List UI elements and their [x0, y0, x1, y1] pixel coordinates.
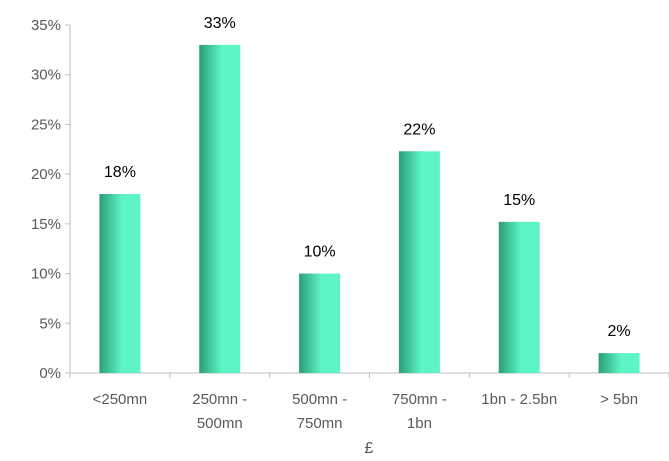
- x-tick-label: 1bn - 2.5bn: [481, 391, 557, 408]
- bar: [99, 194, 141, 373]
- y-tick-label: 25%: [31, 116, 61, 133]
- data-labels: 18% 33% 10% 22% 15% 2%: [104, 15, 631, 340]
- x-tick-label: <250mn: [93, 391, 148, 408]
- y-tick-label: 15%: [31, 216, 61, 233]
- y-tick-label: 30%: [31, 67, 61, 84]
- bar: [199, 44, 241, 374]
- bar: [498, 221, 540, 373]
- data-label: 2%: [608, 323, 631, 340]
- x-tick-label: 500mn -750mn: [292, 391, 347, 432]
- bar: [598, 353, 640, 373]
- x-tick-label: > 5bn: [600, 391, 638, 408]
- y-tick-label: 5%: [39, 315, 61, 332]
- x-tick-label: 250mn -500mn: [192, 391, 247, 432]
- x-axis: <250mn 250mn -500mn 500mn -750mn 750mn -1bn…: [69, 372, 669, 432]
- data-label: 15%: [503, 192, 535, 209]
- data-label: 33%: [204, 15, 236, 32]
- y-tick-label: 10%: [31, 266, 61, 283]
- bars: [99, 44, 640, 374]
- y-axis: 0% 5% 10% 15% 20% 25% 30% 35%: [31, 17, 71, 382]
- bar: [398, 151, 440, 373]
- y-tick-label: 0%: [39, 365, 61, 382]
- data-label: 18%: [104, 164, 136, 181]
- y-tick-label: 20%: [31, 166, 61, 183]
- x-tick-label: 750mn -1bn: [392, 391, 447, 432]
- data-label: 10%: [304, 244, 336, 261]
- y-tick-label: 35%: [31, 17, 61, 34]
- data-label: 22%: [403, 121, 435, 138]
- x-axis-title: £: [365, 440, 374, 457]
- bar: [299, 273, 341, 373]
